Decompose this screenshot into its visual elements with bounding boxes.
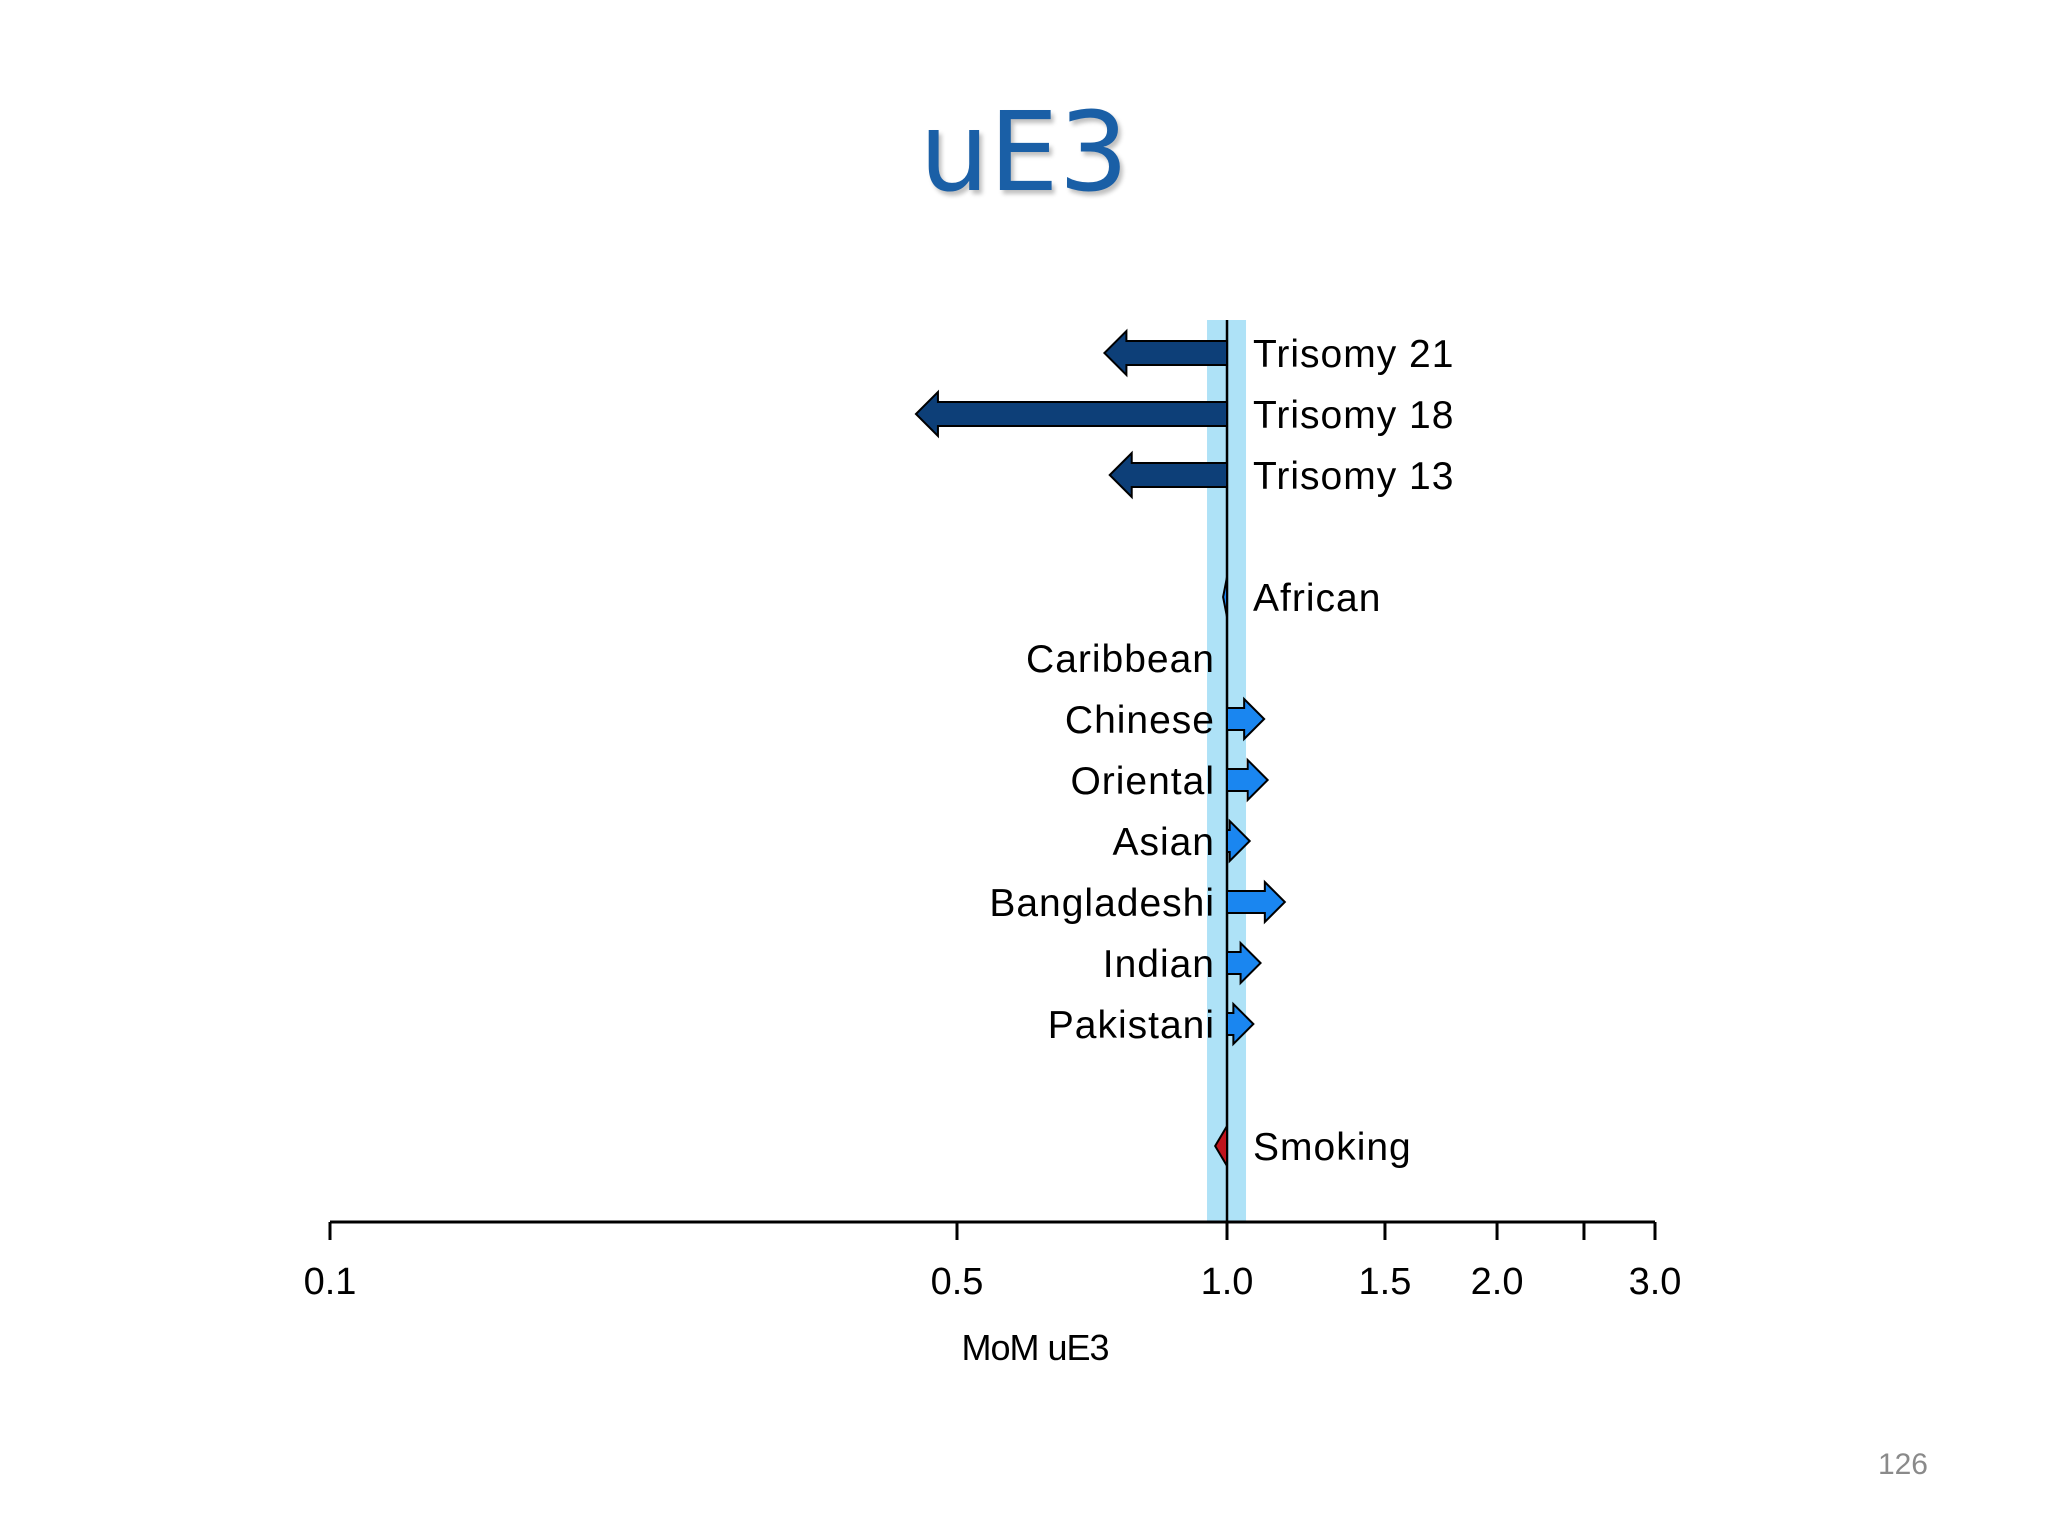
x-tick-label: 0.1 [304,1261,357,1303]
arrow-asian [1226,818,1252,864]
arrow-bangladeshi [1226,879,1287,925]
row-label-trisomy-21: Trisomy 21 [1253,333,1454,376]
row-label-trisomy-18: Trisomy 18 [1253,394,1454,437]
arrow-smoking [1213,1122,1229,1170]
arrow-oriental [1226,757,1270,803]
page-number: 126 [1877,1448,1928,1481]
arrow-trisomy-18 [914,389,1229,439]
row-label-smoking: Smoking [1253,1126,1412,1169]
arrow-trisomy-13 [1108,450,1229,500]
arrow-indian [1226,940,1263,986]
x-tick-label: 3.0 [1629,1261,1682,1303]
arrow-chinese [1226,696,1266,742]
slide-title: uE3 [919,88,1129,216]
row-label-pakistani: Pakistani [1048,1004,1215,1047]
arrow-trisomy-21 [1102,328,1229,378]
x-axis-title: MoM uE3 [961,1327,1108,1368]
x-tick-label: 1.5 [1359,1261,1412,1303]
x-tick-label: 0.5 [931,1261,984,1303]
arrow-pakistani [1226,1001,1255,1047]
row-label-chinese: Chinese [1065,699,1215,742]
row-label-african: African [1253,577,1381,620]
row-label-trisomy-13: Trisomy 13 [1253,455,1454,498]
row-label-indian: Indian [1103,943,1215,986]
arrow-layer [914,328,1287,1170]
row-label-layer: Trisomy 21 Trisomy 18 Trisomy 13 African Car… [989,333,1454,1169]
row-label-caribbean: Caribbean [1026,638,1215,681]
x-tick-label: 2.0 [1471,1261,1524,1303]
row-label-bangladeshi: Bangladeshi [989,882,1215,925]
arrow-african [1222,576,1229,618]
x-axis-layer: 0.1 0.5 1.0 1.5 2.0 3.0 [304,1220,1682,1303]
row-label-oriental: Oriental [1070,760,1215,803]
x-tick-label: 1.0 [1201,1261,1254,1303]
row-label-asian: Asian [1112,821,1215,864]
